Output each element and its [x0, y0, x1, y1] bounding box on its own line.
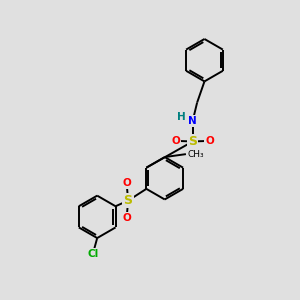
- Text: N: N: [188, 116, 197, 126]
- Text: CH₃: CH₃: [188, 150, 204, 159]
- Text: O: O: [122, 178, 131, 188]
- Text: O: O: [206, 136, 214, 146]
- Text: H: H: [177, 112, 186, 122]
- Text: S: S: [188, 135, 197, 148]
- Text: O: O: [122, 213, 131, 223]
- Text: O: O: [171, 136, 180, 146]
- Text: Cl: Cl: [87, 249, 98, 259]
- Text: S: S: [124, 194, 133, 207]
